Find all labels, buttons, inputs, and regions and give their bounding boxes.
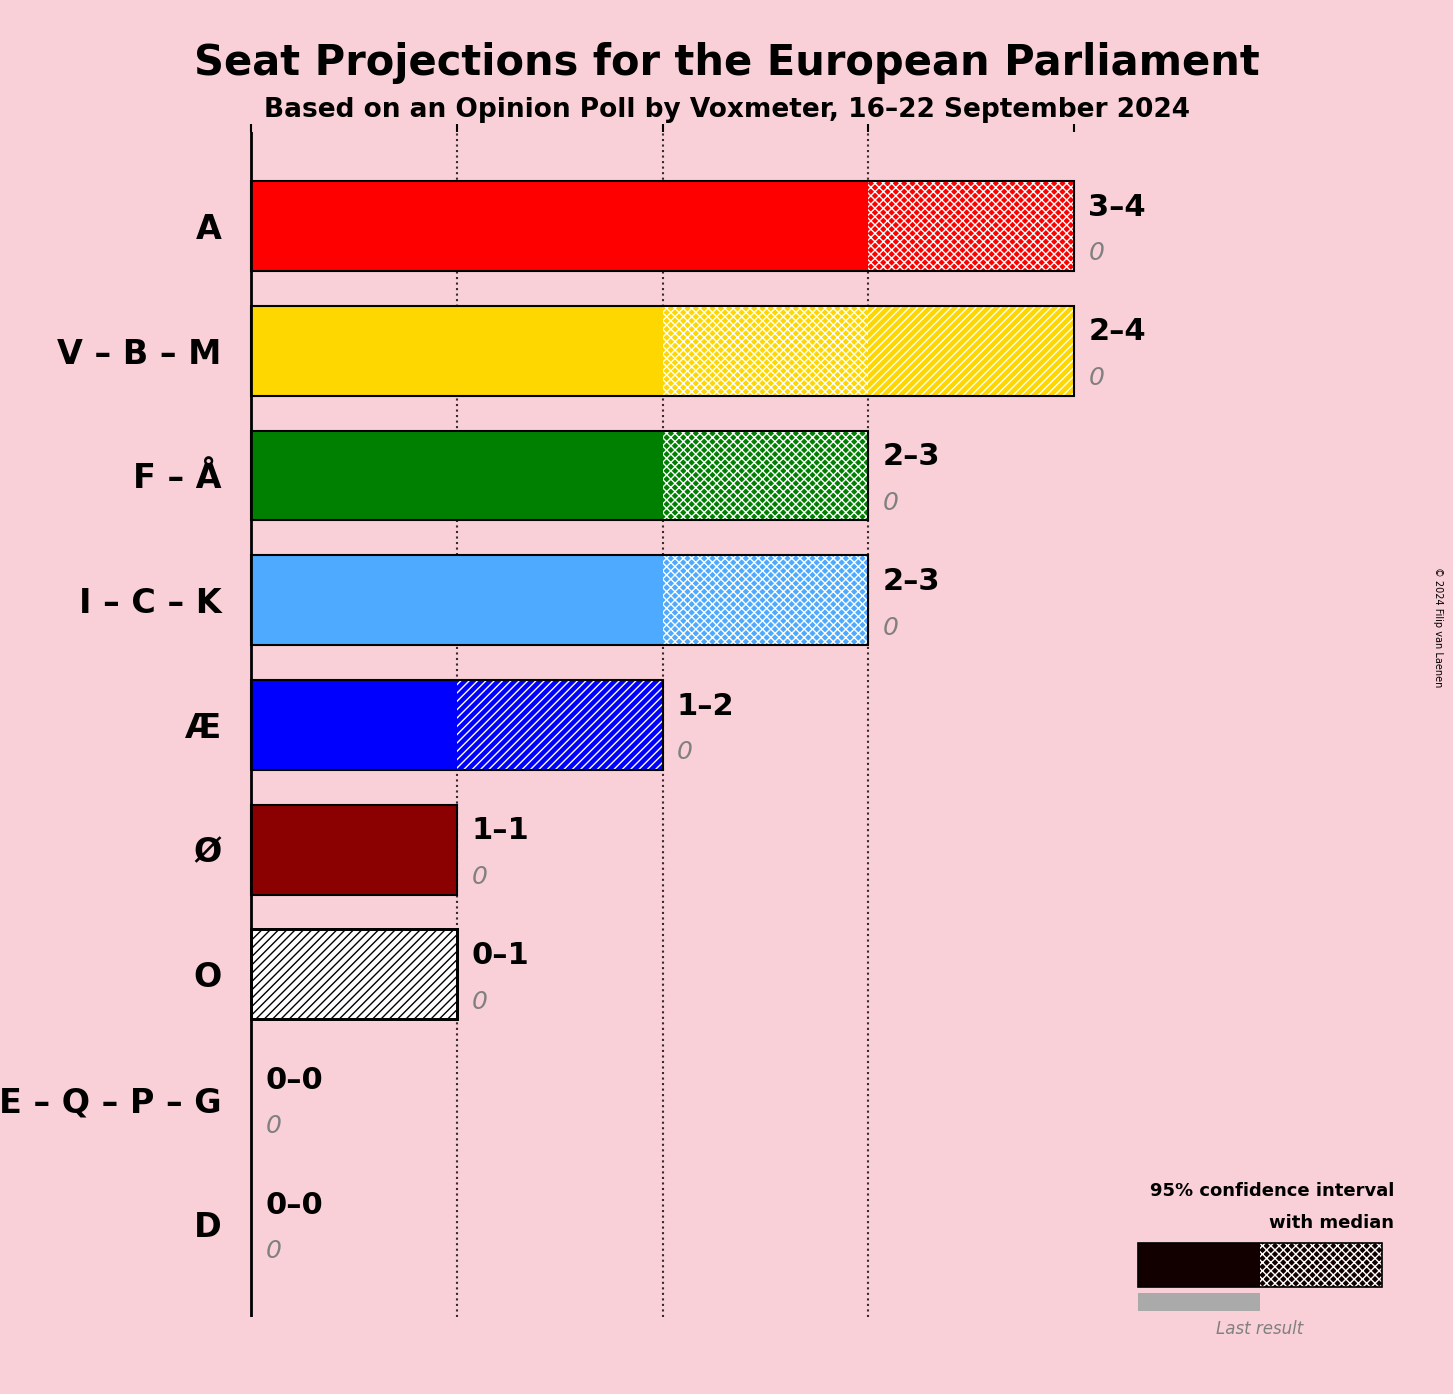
Text: 2–3: 2–3 [883,567,940,597]
Text: 95% confidence interval: 95% confidence interval [1149,1182,1393,1200]
Text: 2–3: 2–3 [883,442,940,471]
Bar [663,555,869,645]
Bar [663,305,869,396]
Bar [1260,1243,1382,1287]
Text: 0: 0 [266,1239,282,1263]
Bar [663,431,869,520]
Text: 0–0: 0–0 [266,1190,323,1220]
Text: 1–2: 1–2 [677,691,735,721]
Bar [251,930,456,1019]
Text: Seat Projections for the European Parliament: Seat Projections for the European Parlia… [193,42,1260,84]
Text: 0–0: 0–0 [266,1066,323,1094]
Bar [251,181,869,270]
Text: with median: with median [1268,1214,1393,1232]
Bar [251,930,456,1019]
Bar [251,555,869,645]
Text: © 2024 Filip van Laenen: © 2024 Filip van Laenen [1434,567,1443,687]
Bar [869,181,1074,270]
Text: 0: 0 [471,990,487,1013]
Text: Last result: Last result [1216,1320,1303,1338]
Text: 0: 0 [1088,241,1104,265]
Bar [869,181,1074,270]
Text: 0–1: 0–1 [471,941,529,970]
Bar [251,804,456,895]
Text: 0: 0 [883,491,898,514]
Bar [251,930,456,1019]
Bar [1138,1294,1260,1312]
Text: 0: 0 [1088,367,1104,390]
Text: Based on an Opinion Poll by Voxmeter, 16–22 September 2024: Based on an Opinion Poll by Voxmeter, 16… [263,98,1190,123]
Bar [1138,1243,1382,1287]
Text: 3–4: 3–4 [1088,192,1146,222]
Bar [456,680,663,769]
Bar [251,181,1074,270]
Bar [1138,1243,1260,1287]
Text: 0: 0 [266,1114,282,1139]
Bar [251,431,869,520]
Bar [251,305,1074,396]
Bar [869,305,1074,396]
Bar [251,680,456,769]
Bar [251,555,663,645]
Bar [251,680,663,769]
Bar [1260,1243,1382,1287]
Bar [251,431,663,520]
Bar [663,431,869,520]
Bar [251,804,456,895]
Text: 0: 0 [677,740,693,764]
Text: 0: 0 [471,866,487,889]
Bar [663,555,869,645]
Bar [456,680,663,769]
Bar [251,305,663,396]
Bar [869,305,1074,396]
Text: 0: 0 [883,616,898,640]
Text: 2–4: 2–4 [1088,318,1146,347]
Text: 1–1: 1–1 [471,817,529,845]
Bar [663,305,869,396]
